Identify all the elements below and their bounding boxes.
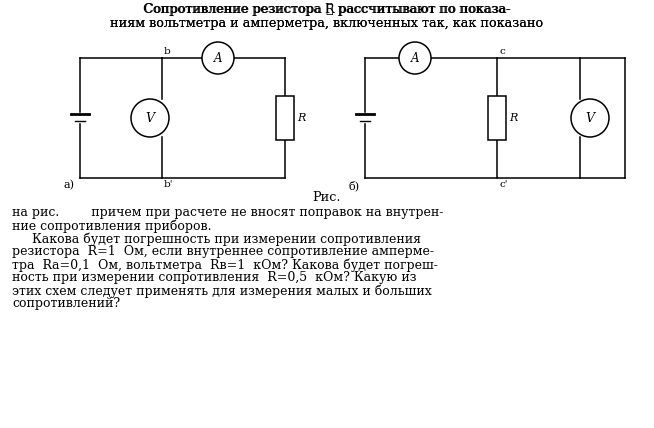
Circle shape	[571, 99, 609, 137]
Text: b: b	[164, 47, 171, 56]
Text: сопротивлений?: сопротивлений?	[12, 297, 120, 310]
Text: этих схем следует применять для измерения малых и больших: этих схем следует применять для измерени…	[12, 284, 432, 297]
Text: тра  Rа=0,1  Ом, вольтметра  Rв=1  кОм? Какова будет погреш-: тра Rа=0,1 Ом, вольтметра Rв=1 кОм? Како…	[12, 258, 438, 271]
Text: V: V	[585, 112, 594, 125]
Text: ние сопротивления приборов.: ние сопротивления приборов.	[12, 219, 211, 232]
Text: R: R	[297, 113, 305, 123]
Text: c: c	[499, 47, 505, 56]
Text: ность при измерении сопротивления  R=0,5  кОм? Какую из: ность при измерении сопротивления R=0,5 …	[12, 271, 417, 284]
Text: на рис.        причем при расчете не вносят поправок на внутрен-: на рис. причем при расчете не вносят поп…	[12, 206, 443, 219]
Text: V: V	[145, 112, 154, 125]
Text: Рис.: Рис.	[313, 191, 341, 204]
Text: Сопротивление резистора R рассчитывают по показа-: Сопротивление резистора R рассчитывают п…	[143, 3, 511, 16]
Text: R: R	[509, 113, 517, 123]
Circle shape	[202, 42, 234, 74]
Text: а): а)	[64, 180, 75, 190]
Text: резистора  R=1  Ом, если внутреннее сопротивление амперме-: резистора R=1 Ом, если внутреннее сопрот…	[12, 245, 434, 258]
Bar	[276, 96, 294, 140]
Bar	[488, 96, 506, 140]
Text: б): б)	[349, 180, 360, 191]
Text: Какова будет погрешность при измерении сопротивления: Какова будет погрешность при измерении с…	[32, 232, 421, 246]
Text: Сопротивление резистора ℛ рассчитывают по показа-: Сопротивление резистора ℛ рассчитывают п…	[144, 3, 510, 16]
Text: b': b'	[164, 180, 173, 189]
Circle shape	[399, 42, 431, 74]
Text: c': c'	[499, 180, 508, 189]
Text: A: A	[214, 51, 222, 65]
Circle shape	[131, 99, 169, 137]
Text: ниям вольтметра и амперметра, включенных так, как показано: ниям вольтметра и амперметра, включенных…	[111, 17, 543, 30]
Text: A: A	[411, 51, 419, 65]
Text: ниям вольтметра и амперметра, включенных так, как показано: ниям вольтметра и амперметра, включенных…	[111, 17, 543, 30]
